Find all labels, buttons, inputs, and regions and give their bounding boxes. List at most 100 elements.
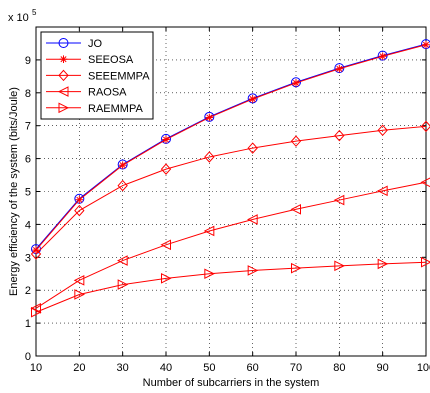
- triangle-left-marker: [203, 225, 215, 237]
- legend-item: SEEOSA: [46, 54, 134, 66]
- series-line: [35, 181, 427, 309]
- circle-marker: [291, 77, 301, 88]
- legend-item: JO: [46, 38, 103, 50]
- diamond-marker: [204, 151, 215, 163]
- y-tick-label: 1: [25, 318, 31, 330]
- series-line: [35, 43, 427, 250]
- x-tick-label: 100: [417, 362, 430, 374]
- star-marker: [59, 55, 68, 64]
- star-stroke: [379, 53, 386, 60]
- y-tick-label: 9: [25, 55, 31, 67]
- y-tick-label: 6: [25, 154, 31, 166]
- star-stroke: [162, 136, 170, 143]
- y-tick-label: 7: [25, 121, 31, 133]
- y-multiplier-exponent: 5: [32, 8, 37, 17]
- star-marker: [335, 64, 344, 73]
- x-axis-label: Number of subcarriers in the system: [143, 377, 320, 389]
- triangle-left-marker: [247, 214, 258, 225]
- triangle-left-marker: [420, 177, 430, 188]
- circle-marker: [421, 39, 430, 50]
- diamond-marker: [247, 142, 258, 154]
- y-tick-label: 2: [25, 285, 31, 297]
- triangle-left-marker: [73, 275, 85, 286]
- triangle-right-marker: [161, 273, 172, 284]
- axis-ticks: 10 20 30 40 50 60 70 80 90 100 0 1 2 3 4 5 6 7 8 9: [25, 27, 430, 374]
- triangle-right-marker: [247, 265, 259, 276]
- series-layer: [30, 39, 430, 318]
- star-marker: [422, 40, 430, 49]
- legend-label: RAOSA: [88, 87, 127, 99]
- star-marker: [292, 79, 300, 87]
- star-stroke: [249, 96, 256, 103]
- x-tick-label: 30: [117, 362, 129, 374]
- diamond-marker: [58, 69, 69, 82]
- legend-item: RAEMMPA: [46, 102, 143, 115]
- y-tick-label: 0: [25, 351, 31, 363]
- x-tick-label: 80: [333, 362, 345, 374]
- y-multiplier: x 10 5: [8, 8, 37, 24]
- star-marker: [75, 195, 84, 204]
- star-marker: [205, 113, 214, 122]
- legend-label: RAEMMPA: [88, 103, 143, 115]
- x-tick-label: 90: [377, 362, 389, 374]
- star-stroke: [76, 196, 83, 203]
- series-raemmpa: [31, 256, 430, 318]
- y-multiplier-base: x 10: [8, 12, 29, 24]
- series-line: [35, 261, 427, 313]
- series-seeosa: [32, 40, 430, 254]
- triangle-right-marker: [291, 262, 302, 274]
- triangle-left-marker: [333, 194, 345, 206]
- triangle-right-marker: [31, 306, 42, 318]
- x-tick-label: 60: [247, 362, 259, 374]
- star-stroke: [32, 247, 40, 254]
- star-stroke: [206, 114, 213, 121]
- triangle-right-marker: [421, 256, 430, 268]
- series-seeemmpa: [30, 120, 430, 260]
- triangle-left-marker: [160, 239, 171, 251]
- diamond-marker: [290, 135, 302, 147]
- triangle-right-marker: [74, 289, 85, 300]
- diamond-marker: [420, 120, 430, 133]
- triangle-left-marker: [377, 185, 388, 197]
- diamond-marker: [160, 163, 172, 175]
- legend-label: SEEEMMPA: [88, 70, 150, 82]
- series-line: [35, 125, 427, 255]
- x-tick-label: 10: [30, 362, 42, 374]
- legend-item: SEEEMMPA: [46, 69, 150, 82]
- diamond-marker: [377, 124, 388, 137]
- triangle-left-marker: [57, 86, 69, 97]
- x-tick-label: 20: [73, 362, 85, 374]
- x-tick-label: 40: [160, 362, 172, 374]
- triangle-right-marker: [204, 268, 215, 280]
- star-stroke: [60, 56, 67, 63]
- star-marker: [118, 161, 127, 170]
- star-marker: [378, 52, 387, 61]
- triangle-right-marker: [334, 260, 345, 272]
- y-tick-label: 8: [25, 88, 31, 100]
- legend-item: RAOSA: [46, 86, 127, 99]
- star-stroke: [336, 65, 343, 72]
- triangle-right-marker: [377, 258, 389, 270]
- diamond-marker: [74, 204, 85, 217]
- star-stroke: [422, 41, 430, 48]
- diamond-marker: [117, 179, 128, 192]
- legend-label: SEEOSA: [88, 54, 134, 66]
- circle-marker: [117, 159, 128, 170]
- circle-marker: [334, 63, 345, 74]
- y-tick-label: 4: [25, 219, 31, 231]
- triangle-left-marker: [117, 255, 128, 266]
- star-marker: [248, 95, 257, 103]
- diamond-marker: [30, 248, 42, 260]
- star-stroke: [292, 79, 300, 86]
- y-tick-label: 3: [25, 252, 31, 264]
- series-line: [35, 44, 427, 251]
- triangle-left-marker: [290, 203, 301, 215]
- diamond-marker: [334, 129, 345, 142]
- circle-marker: [58, 38, 69, 48]
- y-tick-label: 5: [25, 187, 31, 199]
- circle-marker: [204, 111, 215, 122]
- circle-marker: [161, 133, 171, 144]
- circle-marker: [377, 50, 388, 61]
- x-tick-label: 70: [290, 362, 302, 374]
